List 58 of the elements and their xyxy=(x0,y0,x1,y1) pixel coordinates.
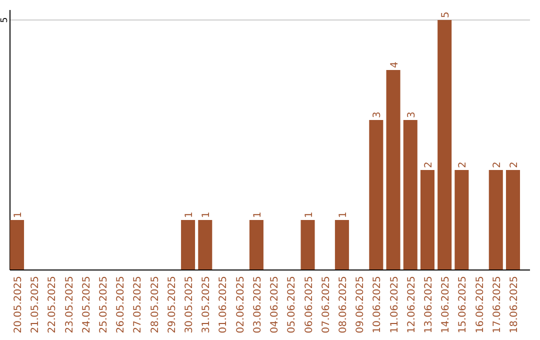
data-label: 1 xyxy=(201,212,212,218)
bar xyxy=(386,70,400,270)
x-tick-label: 06.06.2025 xyxy=(304,276,315,334)
bar xyxy=(249,220,264,270)
x-tick-label: 12.06.2025 xyxy=(406,276,418,334)
x-tick-label: 09.06.2025 xyxy=(355,276,366,334)
x-tick-label: 18.06.2025 xyxy=(508,276,520,334)
x-tick-label: 21.05.2025 xyxy=(30,276,42,334)
data-label: 1 xyxy=(184,212,196,218)
x-tick-label: 02.06.2025 xyxy=(235,276,246,334)
x-tick-label: 15.06.2025 xyxy=(458,276,469,334)
data-label: 2 xyxy=(508,162,520,168)
bar xyxy=(420,170,434,270)
x-tick-label: 22.05.2025 xyxy=(47,276,58,334)
data-label: 1 xyxy=(338,212,349,218)
x-tick-label: 14.06.2025 xyxy=(440,276,452,334)
x-tick-label: 01.06.2025 xyxy=(218,276,230,334)
x-tick-label: 24.05.2025 xyxy=(81,276,92,334)
x-tick-label: 03.06.2025 xyxy=(252,276,264,334)
data-label: 4 xyxy=(389,62,400,68)
bar xyxy=(506,170,520,270)
bar xyxy=(198,220,212,270)
x-tick-label: 30.05.2025 xyxy=(184,276,196,334)
x-tick-label: 25.05.2025 xyxy=(98,276,110,334)
data-label: 1 xyxy=(13,212,24,218)
data-label: 1 xyxy=(252,212,264,218)
x-tick-label: 20.05.2025 xyxy=(13,276,24,334)
bar xyxy=(334,220,349,270)
data-label: 1 xyxy=(304,212,315,218)
data-label: 5 xyxy=(440,12,452,18)
x-tick-label: 10.06.2025 xyxy=(372,276,384,334)
data-label: 2 xyxy=(423,162,434,168)
x-tick-label: 27.05.2025 xyxy=(132,276,144,334)
data-label: 2 xyxy=(458,162,469,168)
x-tick-label: 05.06.2025 xyxy=(286,276,298,334)
data-label: 3 xyxy=(406,112,418,118)
x-tick-label: 04.06.2025 xyxy=(270,276,281,334)
bar xyxy=(403,120,418,270)
x-tick-label: 08.06.2025 xyxy=(338,276,349,334)
x-tick-label: 13.06.2025 xyxy=(423,276,434,334)
bar xyxy=(454,170,469,270)
bar xyxy=(10,220,24,270)
bar xyxy=(488,170,503,270)
x-tick-label: 29.05.2025 xyxy=(166,276,178,334)
x-tick-label: 11.06.2025 xyxy=(389,276,400,334)
bar xyxy=(369,120,384,270)
x-tick-label: 16.06.2025 xyxy=(474,276,486,334)
x-tick-label: 23.05.2025 xyxy=(64,276,76,334)
x-tick-label: 26.05.2025 xyxy=(116,276,127,334)
bar xyxy=(181,220,196,270)
x-tick-label: 31.05.2025 xyxy=(201,276,212,334)
x-tick-label: 07.06.2025 xyxy=(320,276,332,334)
x-tick-label: 17.06.2025 xyxy=(492,276,503,334)
data-label: 3 xyxy=(372,112,384,118)
data-label: 2 xyxy=(492,162,503,168)
bar xyxy=(300,220,315,270)
x-tick-label: 28.05.2025 xyxy=(150,276,161,334)
bar xyxy=(438,20,452,270)
